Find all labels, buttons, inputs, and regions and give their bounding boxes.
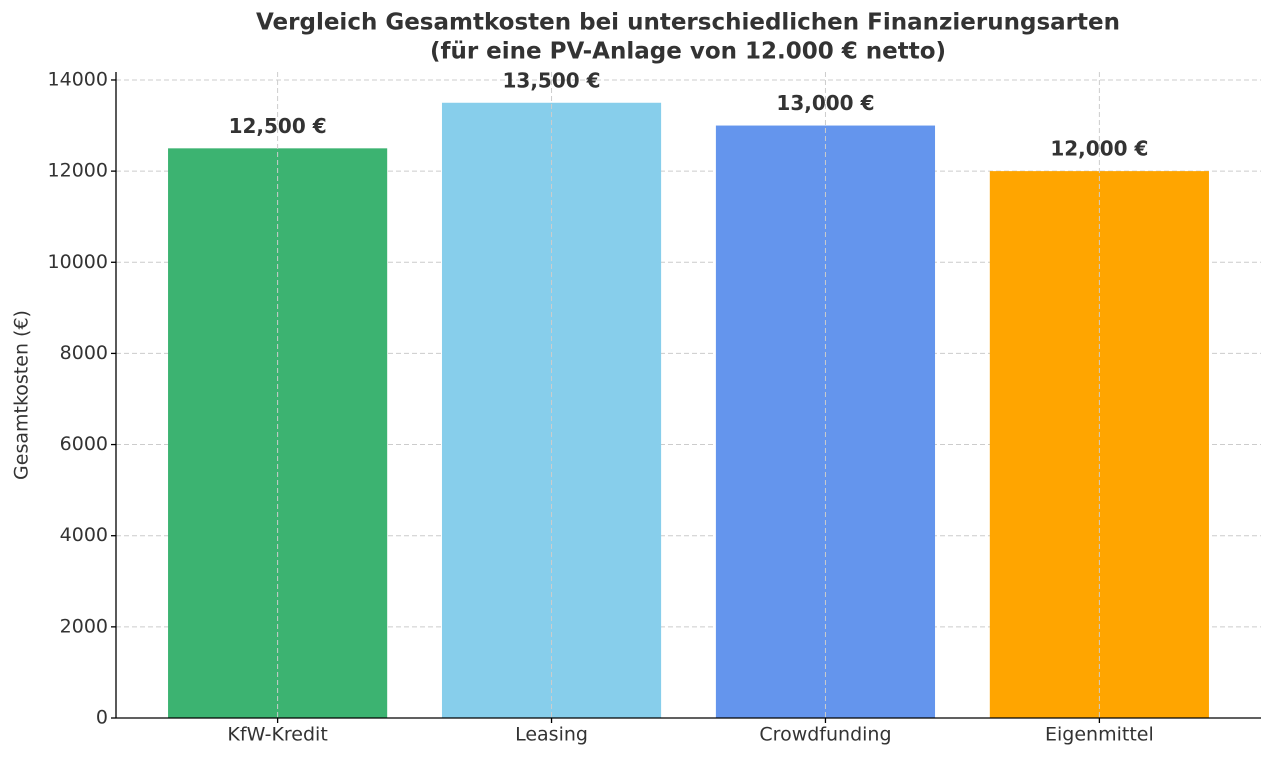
y-tick-label: 10000 <box>48 251 108 273</box>
y-tick-label: 8000 <box>60 342 108 364</box>
x-tick-label: Leasing <box>515 724 588 746</box>
y-tick-label: 14000 <box>48 68 108 90</box>
x-tick-label: Crowdfunding <box>759 724 891 746</box>
x-tick-label: Eigenmittel <box>1045 724 1154 746</box>
y-tick-label: 6000 <box>60 433 108 455</box>
bar <box>715 125 936 718</box>
chart-title: Vergleich Gesamtkosten bei unterschiedli… <box>256 10 1120 36</box>
y-axis-label: Gesamtkosten (€) <box>11 310 33 480</box>
y-tick-label: 2000 <box>60 615 108 637</box>
y-tick-label: 4000 <box>60 524 108 546</box>
y-tick-label: 12000 <box>48 160 108 182</box>
value-label: 13,000 € <box>776 91 874 115</box>
chart-subtitle: (für eine PV-Anlage von 12.000 € netto) <box>430 39 946 65</box>
y-tick-label: 0 <box>96 707 108 729</box>
value-label: 12,500 € <box>229 114 327 138</box>
x-tick-label: KfW-Kredit <box>227 724 327 746</box>
